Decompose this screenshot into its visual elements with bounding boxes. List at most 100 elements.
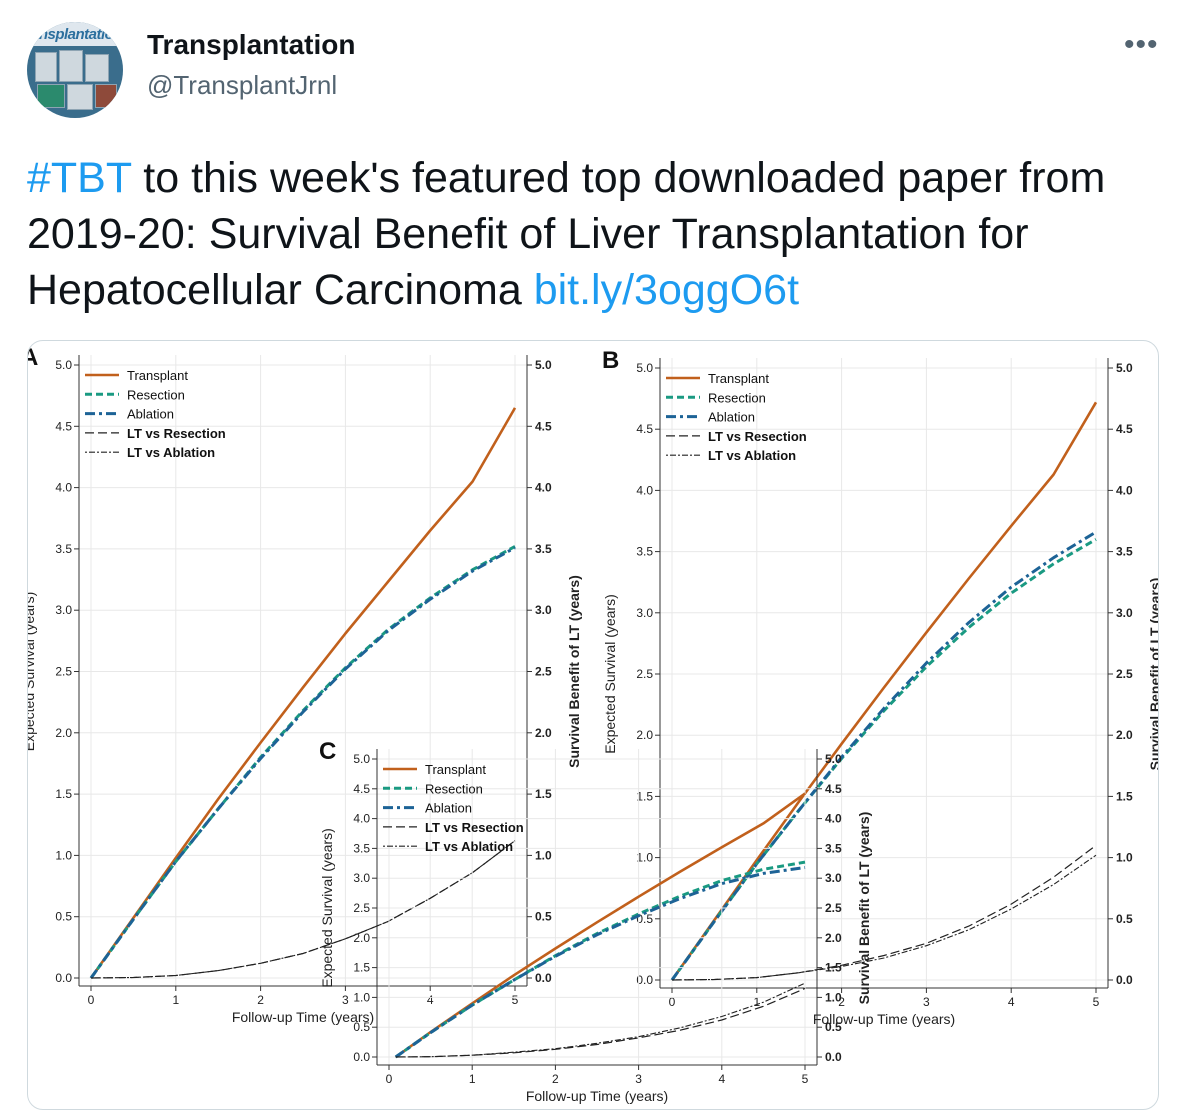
avatar-cover-tile xyxy=(59,50,83,82)
y-tick-label-left: 3.5 xyxy=(636,545,653,559)
y-tick-label-left: 2.5 xyxy=(55,665,72,679)
series-line-resection xyxy=(670,538,1097,981)
tweet-body: to this week's featured top downloaded p… xyxy=(27,154,1106,314)
x-tick-label: 2 xyxy=(552,1072,559,1086)
chart-panel-c: 0.0 0.0 0.5 0.5 1.0 1.0 1.5 1.5 2.0 2.0 2.5 2.5 3.0 3… xyxy=(319,738,872,1104)
legend-label: Transplant xyxy=(708,371,769,386)
y-tick-label-left: 4.5 xyxy=(636,422,653,436)
x-tick-label: 3 xyxy=(635,1072,642,1086)
profile-avatar[interactable]: ansplantatio xyxy=(27,22,123,118)
x-tick-label: 2 xyxy=(838,995,845,1009)
avatar-cover-tile xyxy=(37,84,65,108)
y-tick-label-left: 3.0 xyxy=(353,871,370,885)
y-tick-label-right: 1.5 xyxy=(535,787,552,801)
account-handle[interactable]: @TransplantJrnl xyxy=(147,70,338,100)
series-line-resection xyxy=(394,860,806,1059)
x-tick-label: 5 xyxy=(512,993,519,1007)
hashtag-link[interactable]: #TBT xyxy=(27,154,132,202)
series-line-lt-vs-resection xyxy=(395,987,806,1058)
y-tick-label-right: 2.0 xyxy=(825,931,842,945)
y-tick-label-right: 2.5 xyxy=(535,665,552,679)
y-tick-label-left: 5.0 xyxy=(636,361,653,375)
x-tick-label: 5 xyxy=(802,1072,809,1086)
y-tick-label-left: 1.0 xyxy=(55,848,72,862)
y-tick-label-right: 3.0 xyxy=(535,603,552,617)
y-tick-label-left: 3.0 xyxy=(636,606,653,620)
avatar-banner: ansplantatio xyxy=(27,22,123,46)
y-axis-label-right: Survival Benefit of LT (years) xyxy=(856,812,872,1005)
y-tick-label-left: 1.5 xyxy=(636,789,653,803)
legend-label: Resection xyxy=(708,390,766,405)
tweet-media-image[interactable]: 0.0 0.0 0.5 0.5 1.0 1.0 1.5 1.5 2.0 2.0 2.5 2.5 3.0 3… xyxy=(27,340,1159,1110)
y-tick-label-right: 3.5 xyxy=(535,542,552,556)
y-tick-label-left: 5.0 xyxy=(55,358,72,372)
y-tick-label-right: 0.5 xyxy=(1116,912,1133,926)
y-tick-label-right: 2.0 xyxy=(535,726,552,740)
y-axis-label-right: Survival Benefit of LT (years) xyxy=(1147,578,1158,771)
series-line-ablation xyxy=(394,866,806,1059)
avatar-cover-tile xyxy=(95,84,117,108)
legend-label: LT vs Resection xyxy=(425,820,524,835)
series-line-lt-vs-ablation xyxy=(671,854,1097,981)
x-axis-label: Follow-up Time (years) xyxy=(813,1011,955,1027)
legend-label: Ablation xyxy=(708,410,755,425)
more-horizontal-icon[interactable]: ••• xyxy=(1124,28,1159,61)
y-tick-label-left: 5.0 xyxy=(353,752,370,766)
url-link[interactable]: bit.ly/3oggO6t xyxy=(533,266,800,314)
y-tick-label-left: 2.0 xyxy=(55,726,72,740)
y-tick-label-right: 4.5 xyxy=(1116,422,1133,436)
y-tick-label-right: 3.0 xyxy=(1116,606,1133,620)
x-tick-label: 0 xyxy=(669,995,676,1009)
y-tick-label-left: 4.5 xyxy=(55,419,72,433)
y-tick-label-left: 0.0 xyxy=(353,1050,370,1064)
y-tick-label-left: 4.0 xyxy=(636,483,653,497)
series-line-lt-vs-resection xyxy=(671,844,1097,981)
y-tick-label-right: 4.5 xyxy=(825,782,842,796)
avatar-cover-tile xyxy=(67,84,93,110)
y-tick-label-right: 0.0 xyxy=(535,971,552,985)
series-line-lt-vs-ablation xyxy=(90,840,516,979)
y-tick-label-left: 4.0 xyxy=(55,481,72,495)
y-tick-label-right: 3.5 xyxy=(1116,545,1133,559)
x-tick-label: 1 xyxy=(753,995,760,1009)
x-tick-label: 3 xyxy=(342,993,349,1007)
y-tick-label-left: 1.0 xyxy=(636,851,653,865)
panel-label: A xyxy=(28,344,38,371)
y-tick-label-right: 4.0 xyxy=(825,812,842,826)
x-tick-label: 0 xyxy=(386,1072,393,1086)
y-tick-label-left: 2.0 xyxy=(353,931,370,945)
series-line-ablation xyxy=(670,530,1097,981)
chart-panel-b: 0.0 0.0 0.5 0.5 1.0 1.0 1.5 1.5 2.0 2.0 2.5 2.5 3.0 3… xyxy=(602,347,1158,1027)
x-tick-label: 1 xyxy=(469,1072,476,1086)
legend-label: Resection xyxy=(127,387,185,402)
tweet-text: #TBT to this week's featured top downloa… xyxy=(27,150,1157,318)
y-tick-label-left: 4.0 xyxy=(353,812,370,826)
y-axis-label-left: Expected Survival (years) xyxy=(28,592,37,752)
y-axis-label-left: Expected Survival (years) xyxy=(602,594,618,754)
account-name[interactable]: Transplantation xyxy=(147,29,356,60)
y-tick-label-right: 0.0 xyxy=(825,1050,842,1064)
legend-label: Resection xyxy=(425,781,483,796)
y-tick-label-right: 0.5 xyxy=(535,910,552,924)
series-line-transplant xyxy=(89,407,517,979)
legend-label: Transplant xyxy=(127,368,188,383)
y-tick-label-right: 4.0 xyxy=(535,481,552,495)
y-tick-label-left: 1.0 xyxy=(353,990,370,1004)
legend-label: LT vs Ablation xyxy=(708,448,796,463)
y-tick-label-right: 3.5 xyxy=(825,841,842,855)
y-tick-label-right: 4.0 xyxy=(1116,483,1133,497)
avatar-cover-tile xyxy=(85,54,109,82)
y-axis-label-left: Expected Survival (years) xyxy=(319,828,335,988)
y-tick-label-right: 0.5 xyxy=(825,1020,842,1034)
y-tick-label-left: 0.5 xyxy=(353,1020,370,1034)
panel-label: C xyxy=(319,738,336,765)
y-tick-label-left: 2.5 xyxy=(353,901,370,915)
chart-panel-a: 0.0 0.0 0.5 0.5 1.0 1.0 1.5 1.5 2.0 2.0 2.5 2.5 3.0 3… xyxy=(28,344,582,1025)
y-tick-label-right: 1.0 xyxy=(825,990,842,1004)
y-tick-label-left: 0.5 xyxy=(55,910,72,924)
y-tick-label-left: 3.5 xyxy=(353,841,370,855)
series-line-transplant xyxy=(394,792,806,1059)
y-tick-label-left: 2.0 xyxy=(636,728,653,742)
y-tick-label-right: 5.0 xyxy=(535,358,552,372)
legend-label: LT vs Ablation xyxy=(425,839,513,854)
